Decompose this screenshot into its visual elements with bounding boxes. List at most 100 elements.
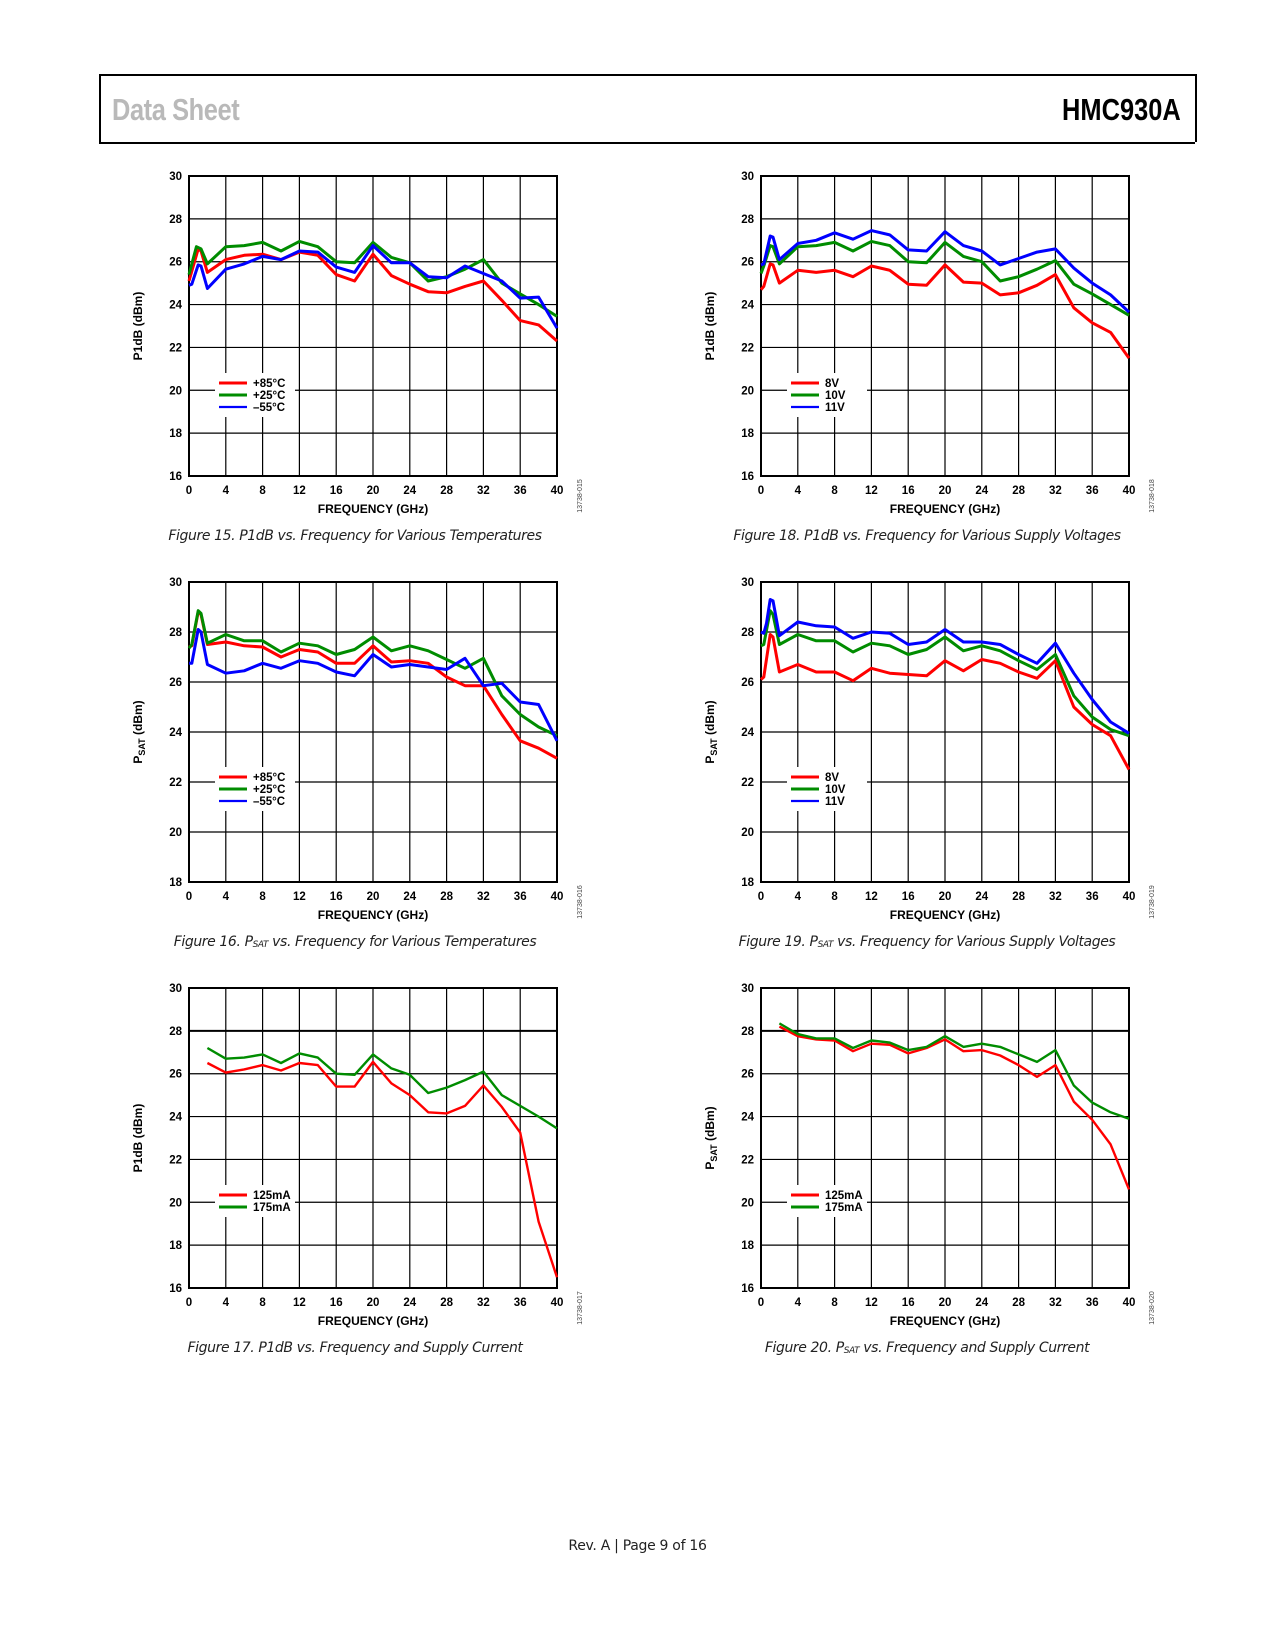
- x-tick-label: 28: [440, 891, 453, 903]
- caption-main: P1dB: [239, 528, 274, 544]
- caption-main: P1dB: [258, 1340, 293, 1356]
- plot-frame: [188, 987, 558, 1289]
- x-tick-label: 16: [902, 485, 915, 497]
- x-tick-label: 24: [403, 1297, 416, 1309]
- legend: +85°C+25°C–55°C: [215, 373, 295, 417]
- y-tick-label: 26: [169, 1069, 182, 1081]
- caption-main: P: [835, 1340, 844, 1356]
- y-axis-label-main: P: [703, 756, 717, 764]
- y-tick-label: 16: [169, 471, 182, 483]
- y-tick-label: 20: [741, 385, 754, 397]
- x-tick-label: 24: [975, 891, 988, 903]
- y-tick-label: 26: [169, 677, 182, 689]
- caption-sub: SAT: [817, 940, 834, 950]
- document-type: Data Sheet: [112, 92, 240, 127]
- figure-number: Figure 18.: [733, 528, 801, 544]
- caption-sub: SAT: [843, 1346, 860, 1356]
- caption-fig19: Figure 19. PSAT vs. Frequency for Variou…: [692, 934, 1162, 950]
- y-tick-label: 20: [169, 385, 182, 397]
- y-tick-label: 28: [741, 1026, 754, 1038]
- legend-label: –55°C: [253, 402, 285, 414]
- legend-label: 11V: [825, 796, 845, 808]
- y-tick-label: 28: [741, 627, 754, 639]
- y-tick-label: 26: [741, 677, 754, 689]
- figure-number: Figure 20.: [764, 1340, 832, 1356]
- x-tick-label: 8: [259, 891, 266, 903]
- x-tick-label: 4: [223, 891, 230, 903]
- series-line-11V: [760, 229, 1131, 314]
- page-header-frame: [99, 74, 1197, 142]
- x-tick-label: 32: [477, 891, 490, 903]
- y-axis-label: P1dB (dBm): [131, 292, 145, 361]
- x-tick-label: 8: [831, 1297, 838, 1309]
- x-tick-label: 20: [367, 485, 380, 497]
- legend-label: 175mA: [253, 1202, 291, 1214]
- figure-id: 13738-015: [577, 479, 584, 513]
- x-tick-label: 4: [223, 1297, 230, 1309]
- legend-label: +25°C: [253, 390, 285, 402]
- series-line-125mA: [778, 1025, 1131, 1190]
- y-tick-label: 24: [169, 1112, 182, 1124]
- x-axis-label: FREQUENCY (GHz): [890, 1314, 1000, 1328]
- legend-label: +85°C: [253, 378, 285, 390]
- chart-fig16: +85°C+25°C–55°C 0 4 8 12 16 20 24 28 32 36 40 18 20 22…: [131, 577, 584, 922]
- figure-id: 13738-019: [1149, 885, 1156, 919]
- x-tick-label: 24: [975, 1297, 988, 1309]
- y-axis-label-sub: SAT: [709, 738, 719, 756]
- x-tick-label: 20: [367, 1297, 380, 1309]
- caption-fig18: Figure 18. P1dB vs. Frequency for Variou…: [692, 528, 1162, 544]
- y-tick-label: 20: [741, 827, 754, 839]
- grid: [188, 581, 558, 883]
- y-axis-label: PSAT (dBm): [703, 700, 719, 763]
- x-tick-label: 0: [758, 891, 764, 903]
- grid: [188, 987, 558, 1289]
- x-tick-label: 12: [865, 485, 878, 497]
- plot-frame: [188, 581, 558, 883]
- y-tick-label: 18: [741, 877, 754, 889]
- y-tick-label: 26: [741, 1069, 754, 1081]
- x-tick-label: 8: [831, 891, 838, 903]
- y-axis-label: PSAT (dBm): [131, 700, 147, 763]
- x-tick-label: 36: [514, 891, 527, 903]
- x-tick-label: 28: [1012, 1297, 1025, 1309]
- y-tick-label: 24: [169, 727, 182, 739]
- series-line-55C: [189, 628, 559, 742]
- x-tick-label: 40: [1123, 891, 1136, 903]
- x-tick-label: 40: [551, 891, 564, 903]
- y-tick-label: 24: [169, 300, 182, 312]
- y-tick-label: 28: [169, 214, 182, 226]
- x-tick-label: 36: [514, 1297, 527, 1309]
- y-axis-label-rest: (dBm): [703, 1106, 717, 1144]
- y-axis-label-rest: (dBm): [131, 700, 145, 738]
- figure-number: Figure 16.: [173, 934, 241, 950]
- legend-label: 11V: [825, 402, 845, 414]
- x-tick-label: 0: [186, 891, 192, 903]
- x-tick-label: 40: [551, 485, 564, 497]
- figure-16: +85°C +25°C –55°C 0 4 8 12 16 20 24 28 32 36 40 18 20 22…: [120, 566, 680, 966]
- y-axis-label-rest: (dBm): [703, 700, 717, 738]
- y-axis-label-main: P: [703, 1162, 717, 1170]
- plot-frame: [760, 175, 1130, 477]
- plot-frame: [760, 987, 1130, 1289]
- y-axis-label: P1dB (dBm): [703, 292, 717, 361]
- y-axis-label-sub: SAT: [709, 1144, 719, 1162]
- y-tick-label: 26: [169, 257, 182, 269]
- x-tick-label: 36: [1086, 485, 1099, 497]
- y-tick-label: 16: [741, 471, 754, 483]
- caption-sub: SAT: [252, 940, 269, 950]
- y-tick-label: 18: [169, 428, 182, 440]
- y-tick-label: 28: [169, 627, 182, 639]
- y-tick-label: 30: [741, 171, 754, 183]
- x-axis-label: FREQUENCY (GHz): [890, 908, 1000, 922]
- x-axis-label: FREQUENCY (GHz): [318, 908, 428, 922]
- x-tick-label: 36: [1086, 1297, 1099, 1309]
- legend-label: 125mA: [253, 1190, 291, 1202]
- legend-label: +85°C: [253, 772, 285, 784]
- y-axis-label: PSAT (dBm): [703, 1106, 719, 1169]
- x-tick-label: 4: [223, 485, 230, 497]
